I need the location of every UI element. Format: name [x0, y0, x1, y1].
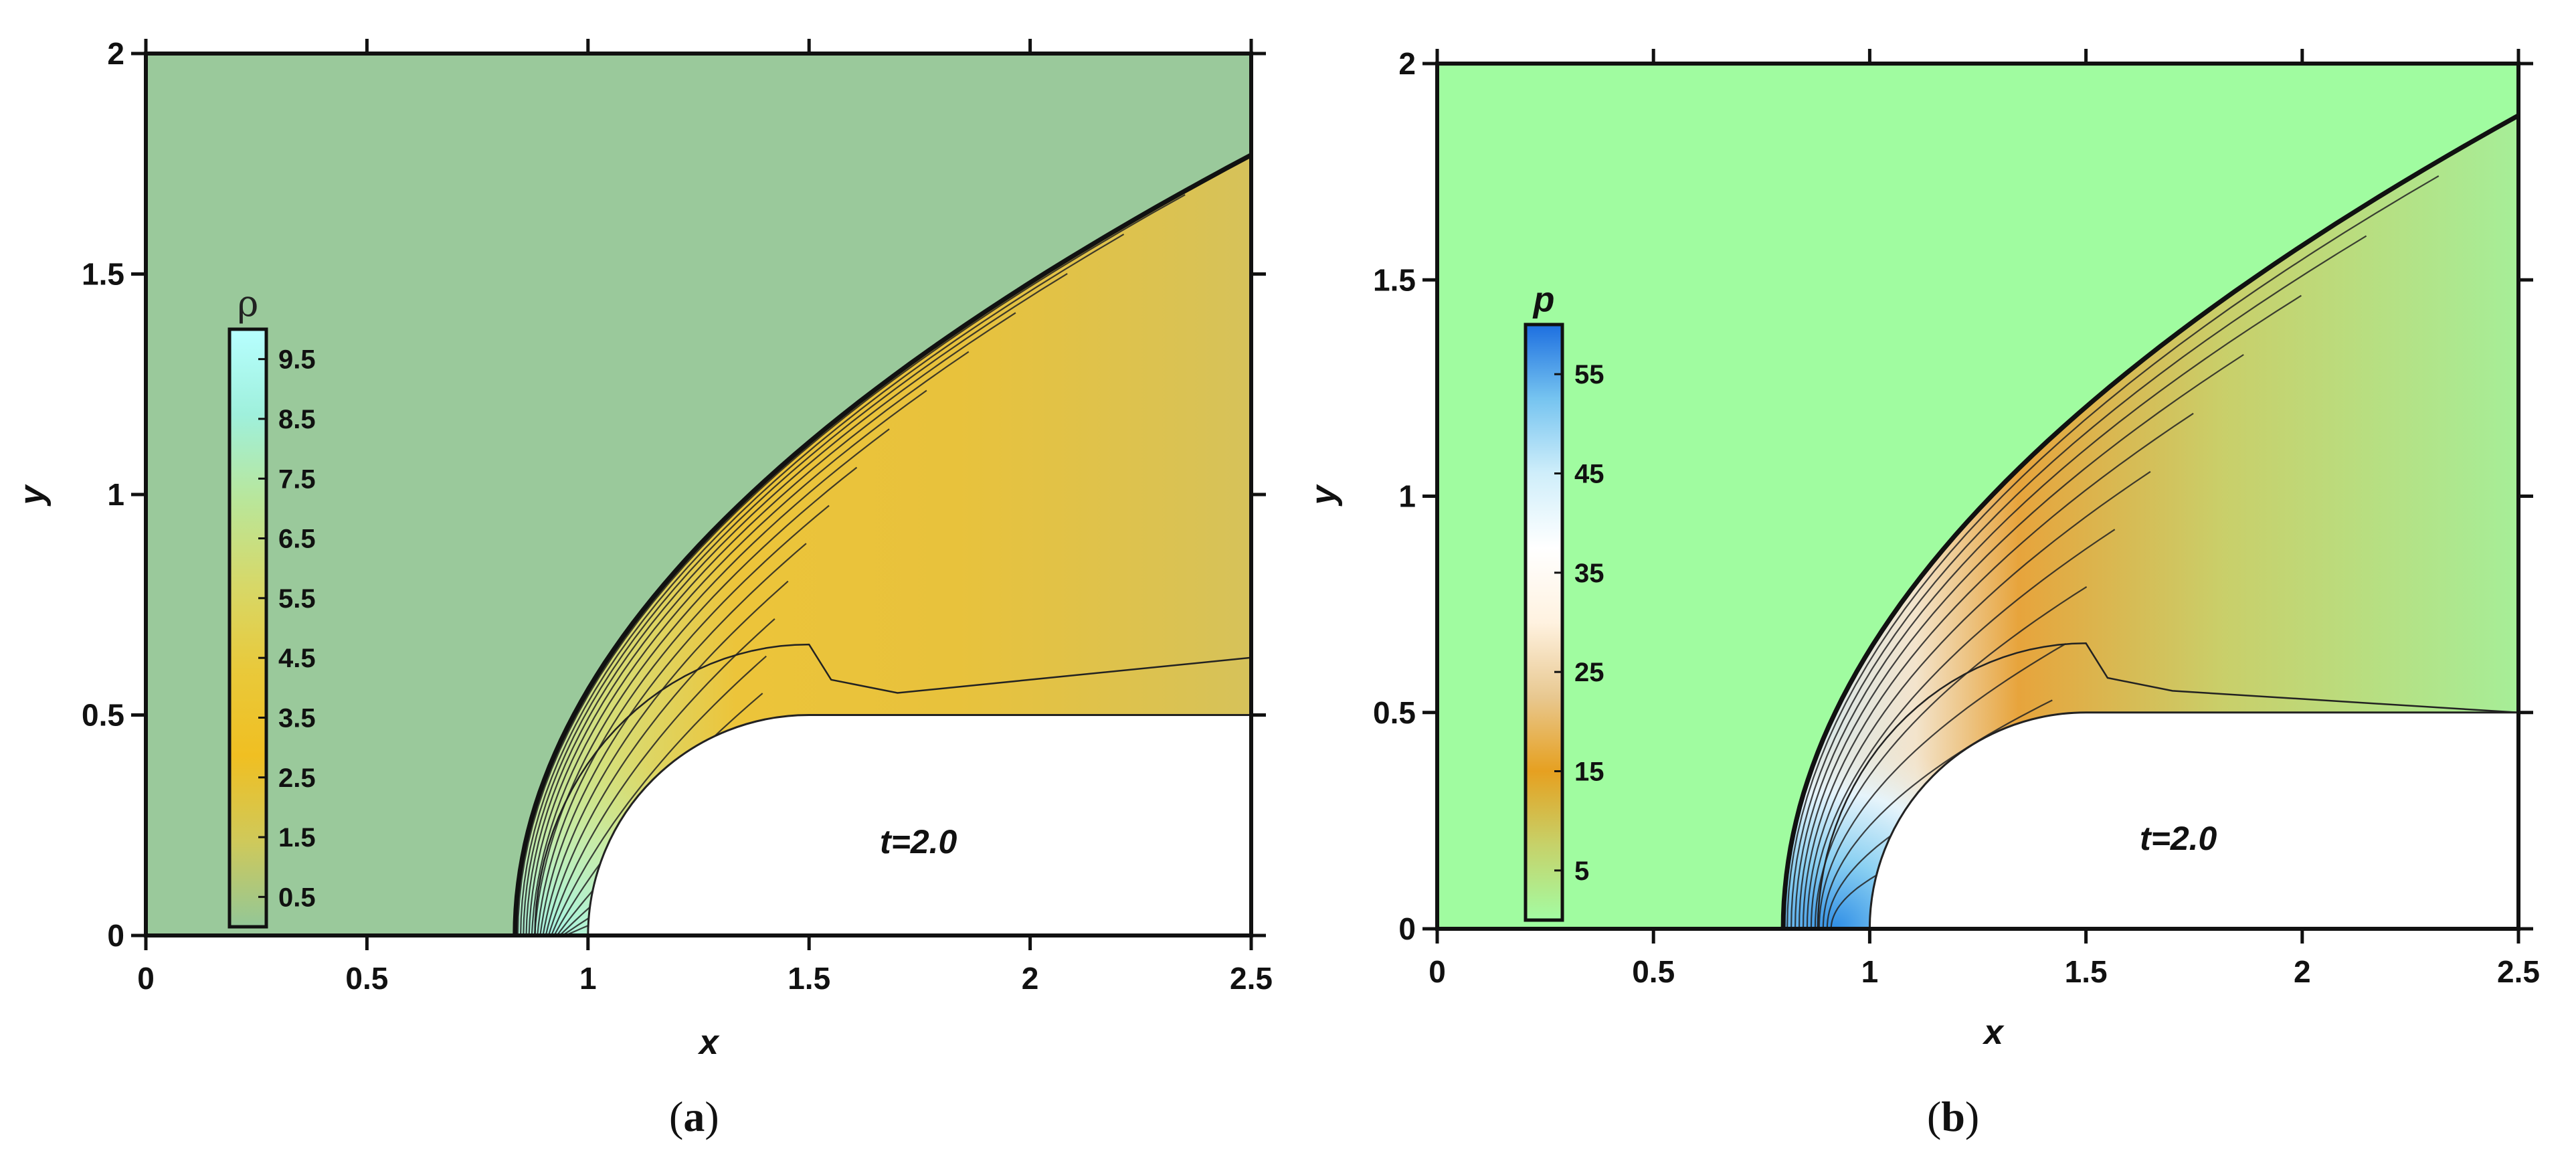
density-transition-line — [534, 643, 1251, 935]
pressure-transition-line — [1817, 642, 2518, 929]
pressure-bow-shock — [1780, 113, 2518, 929]
density-contour-line — [533, 428, 890, 935]
pressure-y-tick-label: 1.5 — [1373, 262, 1416, 297]
density-contour-line — [537, 466, 858, 935]
density-colorbar-tick-label: 0.5 — [278, 883, 316, 912]
density-contour-line — [539, 505, 830, 935]
pressure-y-tick-label: 2 — [1398, 46, 1416, 81]
density-y-axis-label: y — [13, 483, 52, 507]
pressure-x-tick-label: 0 — [1429, 954, 1446, 989]
pressure-x-tick-label: 0.5 — [1632, 954, 1675, 989]
pressure-plot-area — [1437, 64, 2518, 929]
pressure-y-tick-label: 0 — [1398, 911, 1416, 946]
pressure-colorbar: 5 15 25 35 45 55 p — [1524, 280, 1604, 922]
density-contour-line — [550, 655, 767, 935]
density-contour-line — [520, 234, 1125, 935]
pressure-colorbar-tick-label: 25 — [1574, 658, 1604, 687]
panel-a-density: 0 0.5 1 1.5 2 2.5 0 0.5 1 1.5 2 0.5 1.5 2.5 3.5 4.5 5.5… — [13, 36, 1273, 1140]
pressure-time-annotation: t=2.0 — [2140, 820, 2217, 857]
density-contour-line — [517, 194, 1186, 935]
panel-b-letter: b — [1941, 1093, 1965, 1140]
density-plot-area — [146, 54, 1251, 935]
density-colorbar-tick-label: 2.5 — [278, 764, 316, 793]
panel-b-pressure: 0 0.5 1 1.5 2 2.5 0 0.5 1 1.5 2 5 15 25 35 45 55 p t=2.0… — [1304, 46, 2540, 1140]
pressure-contour-line — [1802, 412, 2194, 929]
pressure-contour-line — [1806, 470, 2151, 929]
density-contour-line — [525, 312, 1016, 935]
pressure-x-tick-label: 1 — [1861, 954, 1879, 989]
density-contour-line — [531, 389, 927, 935]
density-y-tick-label: 2 — [107, 36, 124, 71]
density-time-annotation: t=2.0 — [880, 823, 957, 861]
density-x-tick-label: 0.5 — [345, 961, 388, 996]
pressure-x-tick-label: 2.5 — [2497, 954, 2540, 989]
panel-a-caption: (a) — [669, 1093, 719, 1140]
density-colorbar-tick-label: 4.5 — [278, 644, 316, 673]
density-axes: 0 0.5 1 1.5 2 2.5 0 0.5 1 1.5 2 — [82, 36, 1273, 996]
density-y-tick-label: 1 — [107, 477, 124, 512]
pressure-x-tick-label: 1.5 — [2065, 954, 2108, 989]
pressure-colorbar-tick-label: 15 — [1574, 757, 1604, 787]
density-colorbar-tick-label: 1.5 — [278, 823, 316, 853]
pressure-contour-line — [1790, 235, 2367, 929]
pressure-axes: 0 0.5 1 1.5 2 2.5 0 0.5 1 1.5 2 — [1373, 46, 2540, 989]
pressure-y-axis-label: y — [1304, 483, 1343, 507]
density-x-axis-label: x — [697, 1023, 720, 1062]
pressure-colorbar-tick-label: 5 — [1574, 857, 1589, 886]
pressure-colorbar-tick-label: 45 — [1574, 460, 1604, 489]
density-y-tick-label: 1.5 — [82, 257, 124, 292]
pressure-contour-line — [1810, 529, 2116, 929]
density-x-tick-label: 2.5 — [1230, 961, 1273, 996]
pressure-x-axis-label: x — [1982, 1013, 2005, 1052]
pressure-x-tick-label: 2 — [2294, 954, 2311, 989]
density-contour-line — [528, 351, 970, 935]
density-x-tick-label: 0 — [137, 961, 155, 996]
density-y-tick-label: 0 — [107, 918, 124, 953]
density-colorbar: 0.5 1.5 2.5 3.5 4.5 5.5 6.5 7.5 8.5 9.5 ρ — [227, 282, 316, 929]
density-x-tick-label: 1 — [579, 961, 597, 996]
density-colorbar-tick-label: 3.5 — [278, 703, 316, 733]
density-contour-line — [547, 618, 775, 935]
density-contour-line — [523, 272, 1068, 935]
density-x-tick-label: 2 — [1022, 961, 1039, 996]
density-contour-line — [542, 543, 807, 935]
pressure-contour-line — [1818, 643, 2066, 929]
density-colorbar-scale — [227, 327, 268, 929]
density-bow-shock — [513, 153, 1251, 935]
panel-a-letter: a — [683, 1093, 705, 1140]
pressure-body — [1868, 711, 2518, 929]
density-colorbar-tick-label: 7.5 — [278, 464, 316, 494]
density-colorbar-tick-label: 6.5 — [278, 525, 316, 554]
pressure-contour-line — [1794, 294, 2302, 929]
pressure-contour-line — [1786, 175, 2440, 929]
density-colorbar-tick-label: 9.5 — [278, 345, 316, 375]
density-y-tick-label: 0.5 — [82, 698, 124, 733]
density-contour-line — [545, 580, 789, 935]
pressure-contour-line — [1798, 354, 2244, 929]
pressure-colorbar-tick-label: 35 — [1574, 559, 1604, 588]
density-x-tick-label: 1.5 — [788, 961, 830, 996]
density-colorbar-tick-label: 5.5 — [278, 584, 316, 614]
pressure-y-tick-label: 0.5 — [1373, 695, 1416, 730]
density-colorbar-tick-label: 8.5 — [278, 405, 316, 434]
density-body — [587, 714, 1251, 935]
pressure-colorbar-scale — [1524, 323, 1564, 922]
pressure-colorbar-tick-label: 55 — [1574, 360, 1604, 389]
panel-b-caption: (b) — [1927, 1093, 1979, 1140]
density-colorbar-title: ρ — [238, 282, 259, 325]
pressure-colorbar-title: p — [1532, 280, 1555, 319]
pressure-y-tick-label: 1 — [1398, 479, 1416, 514]
